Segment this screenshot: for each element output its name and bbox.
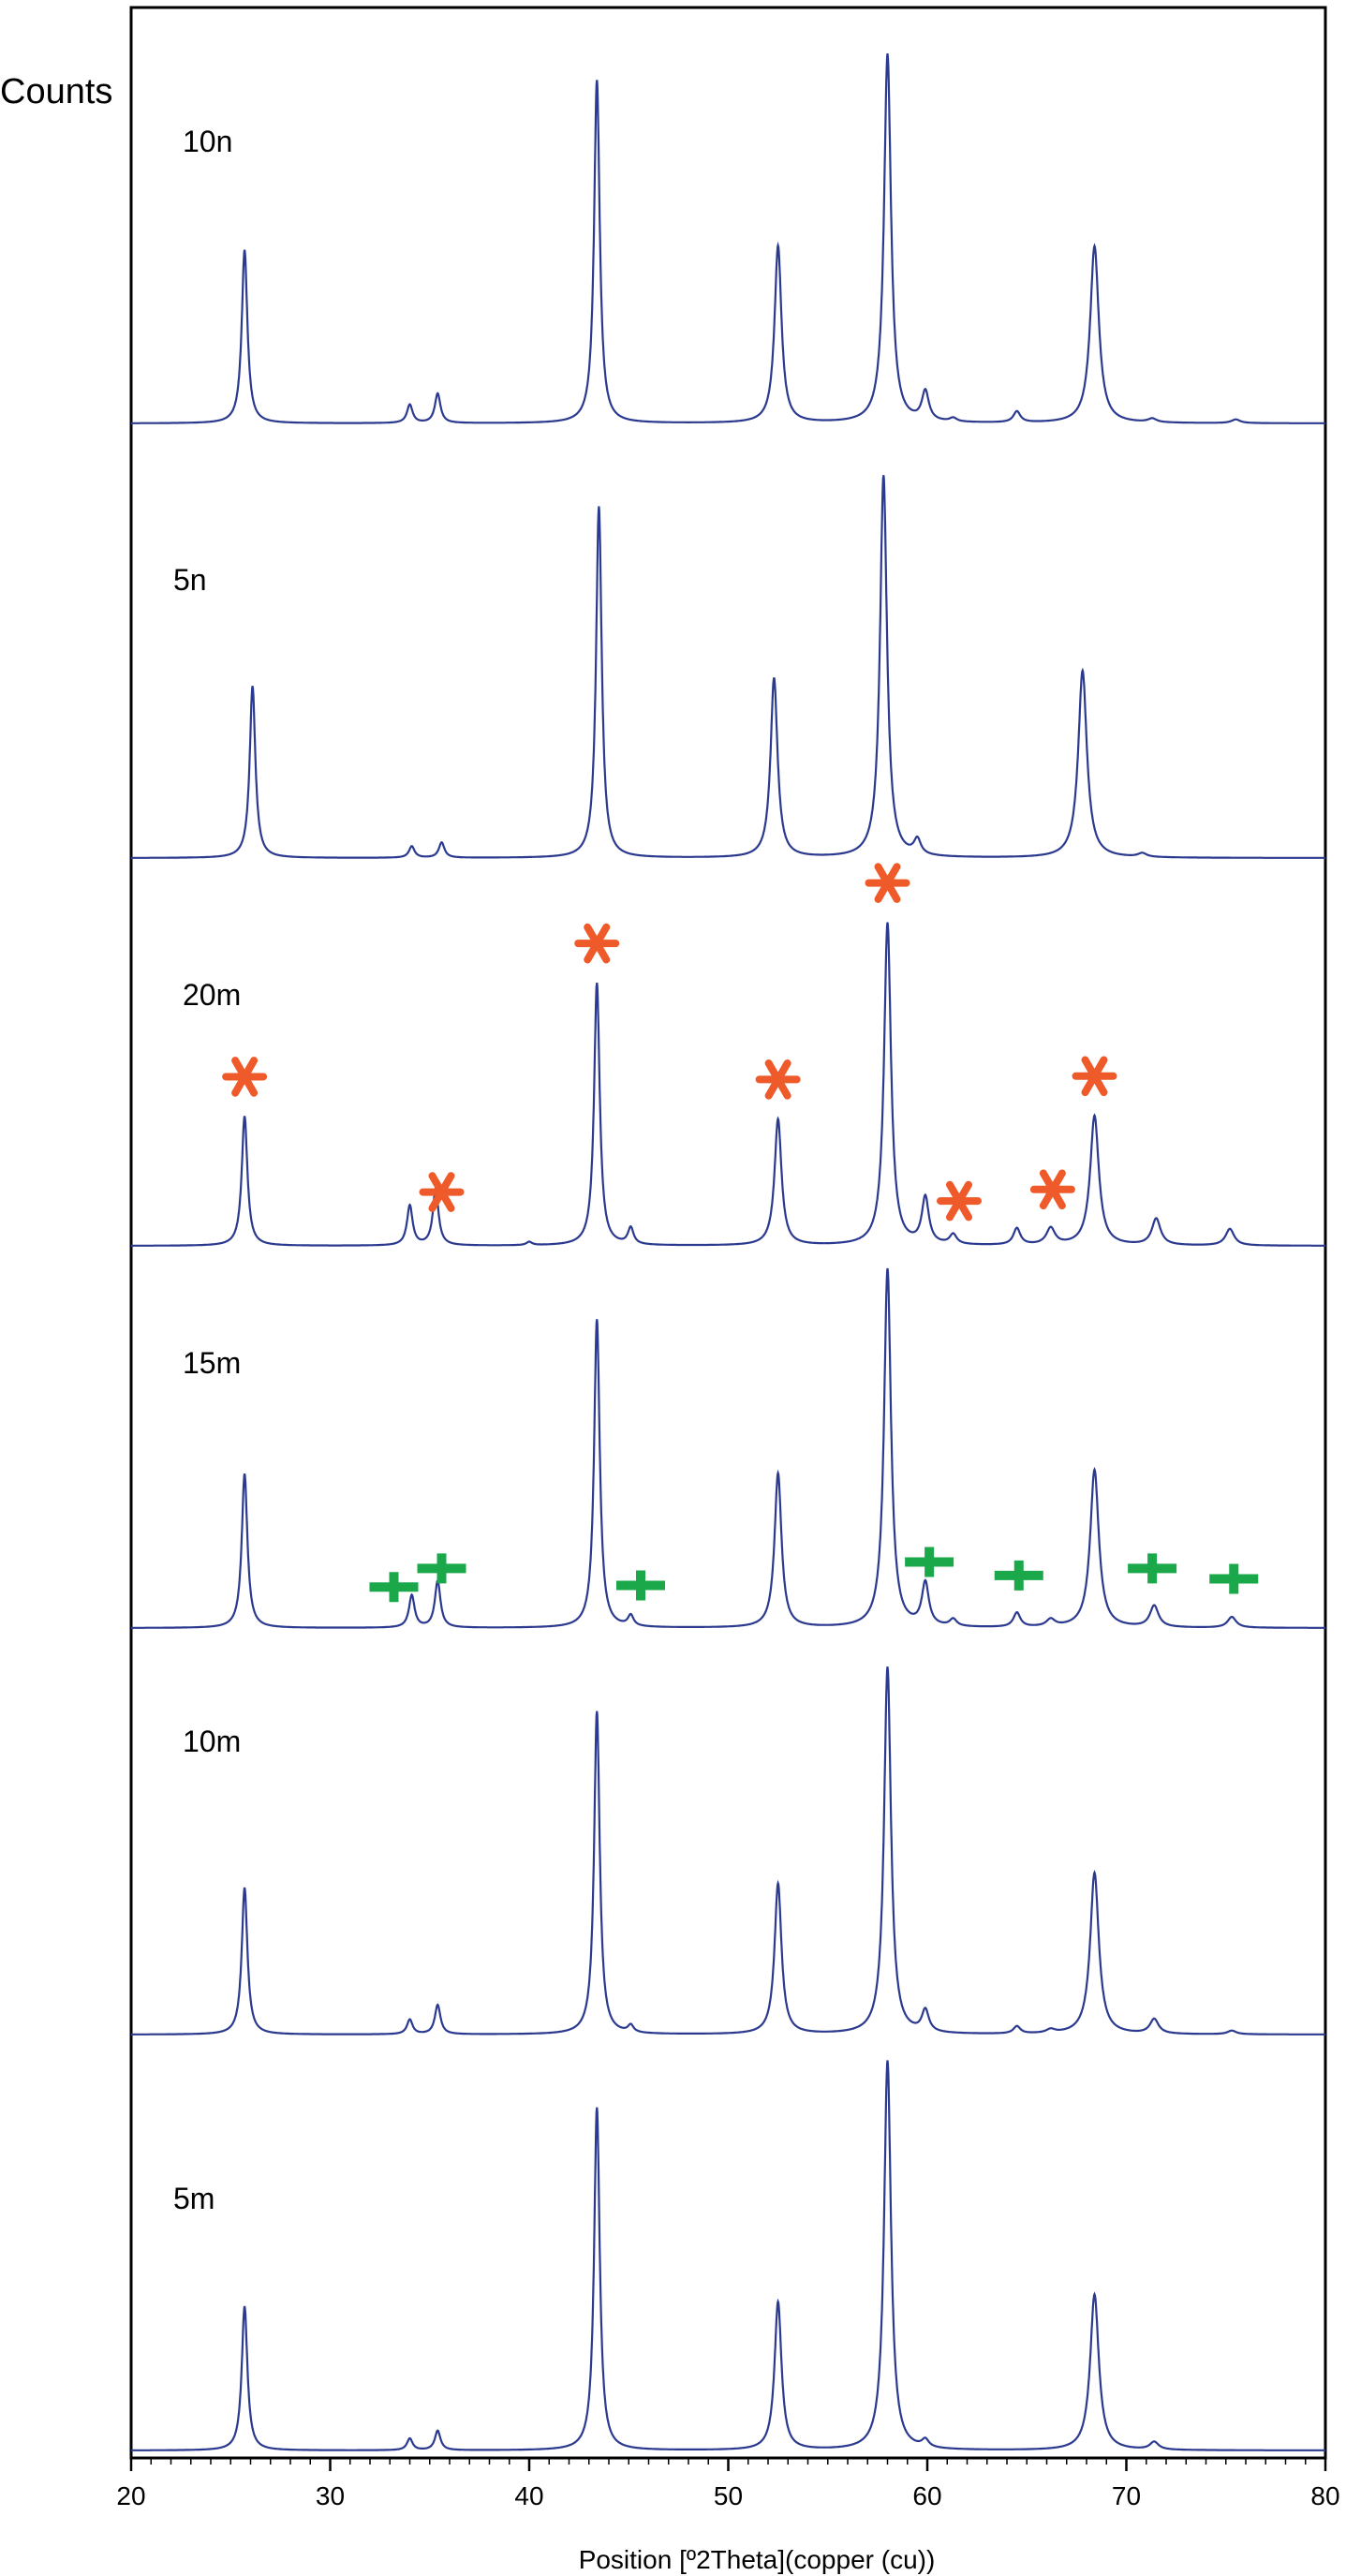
y-axis-label: Counts <box>0 72 112 111</box>
x-axis-label: Position [º2Theta](copper (cu)) <box>579 2545 936 2574</box>
x-tick-label: 20 <box>116 2481 145 2510</box>
series-label-15m: 15m <box>183 1346 241 1380</box>
series-10m: 10m <box>131 1666 1325 2036</box>
star-marker <box>1029 1169 1075 1210</box>
plus-marker <box>369 1572 419 1603</box>
series-label-5n: 5n <box>173 563 207 597</box>
star-marker <box>574 923 620 964</box>
series-line-5n <box>131 475 1325 859</box>
star-marker <box>865 863 910 903</box>
marker-layer <box>222 863 1259 1603</box>
star-marker <box>755 1059 801 1100</box>
series-label-10m: 10m <box>183 1725 241 1758</box>
plot-frame <box>129 6 1327 2460</box>
x-tick-label: 50 <box>714 2481 743 2510</box>
x-tick-label: 40 <box>514 2481 543 2510</box>
series-5m: 5m <box>131 2060 1325 2451</box>
star-marker <box>937 1180 982 1221</box>
series-15m: 15m <box>131 1267 1325 1629</box>
star-marker <box>222 1057 268 1097</box>
series-label-10n: 10n <box>183 125 232 158</box>
plus-marker <box>1209 1563 1259 1594</box>
plus-marker <box>616 1570 665 1601</box>
plus-marker <box>994 1560 1043 1591</box>
series-line-10m <box>131 1666 1325 2036</box>
series-line-10n <box>131 52 1325 424</box>
series-layer: 10n 5n 20m 15m 10m 5m <box>131 52 1325 2451</box>
series-20m: 20m <box>131 922 1325 1247</box>
series-10n: 10n <box>131 52 1325 424</box>
series-5n: 5n <box>131 475 1325 859</box>
x-tick-label: 70 <box>1112 2481 1141 2510</box>
plus-marker <box>1128 1553 1177 1584</box>
x-tick-label: 60 <box>912 2481 941 2510</box>
series-line-15m <box>131 1267 1325 1629</box>
series-line-5m <box>131 2060 1325 2451</box>
x-tick-label: 80 <box>1310 2481 1339 2510</box>
x-tick-label: 30 <box>316 2481 345 2510</box>
series-label-20m: 20m <box>183 978 241 1012</box>
star-marker <box>1072 1056 1117 1097</box>
x-axis: 20 30 40 50 60 70 80 <box>116 2458 1340 2510</box>
plus-marker <box>417 1553 466 1584</box>
star-marker <box>419 1172 465 1212</box>
plus-marker <box>905 1547 954 1577</box>
series-line-20m <box>131 922 1325 1247</box>
series-label-5m: 5m <box>173 2182 214 2215</box>
